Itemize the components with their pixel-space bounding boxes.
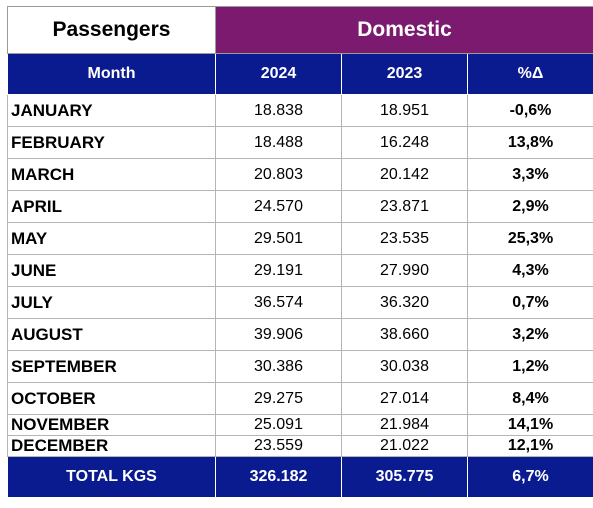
change-cell: 2,9% [467,190,593,223]
value-2023-cell: 27.990 [341,254,468,287]
column-header-2023: 2023 [341,53,468,95]
total-2024: 326.182 [215,456,342,498]
table-row: NOVEMBER 25.091 21.984 14,1% [7,414,593,436]
month-cell: SEPTEMBER [7,350,216,383]
change-cell: 13,8% [467,126,593,159]
value-2024-cell: 39.906 [215,318,342,351]
value-2023-cell: 30.038 [341,350,468,383]
passengers-table: Passengers Domestic Month 2024 2023 %Δ J… [7,6,593,498]
table-row: MARCH 20.803 20.142 3,3% [7,158,593,191]
month-cell: FEBRUARY [7,126,216,159]
month-cell: MARCH [7,158,216,191]
total-row: TOTAL KGS 326.182 305.775 6,7% [7,456,593,498]
total-2023: 305.775 [341,456,468,498]
total-label: TOTAL KGS [7,456,216,498]
value-2024-cell: 18.838 [215,94,342,127]
change-cell: 8,4% [467,382,593,415]
value-2024-cell: 29.275 [215,382,342,415]
month-cell: NOVEMBER [7,414,216,436]
table-row: JANUARY 18.838 18.951 -0,6% [7,94,593,127]
change-cell: 1,2% [467,350,593,383]
column-header-month: Month [7,53,216,95]
passengers-table-container: Passengers Domestic Month 2024 2023 %Δ J… [7,6,593,498]
month-cell: DECEMBER [7,435,216,457]
column-header-change: %Δ [467,53,593,95]
value-2024-cell: 18.488 [215,126,342,159]
change-cell: 25,3% [467,222,593,255]
table-row: AUGUST 39.906 38.660 3,2% [7,318,593,351]
table-body: JANUARY 18.838 18.951 -0,6% FEBRUARY 18.488 1… [7,94,593,457]
table-row: JULY 36.574 36.320 0,7% [7,286,593,319]
table-category: Domestic [215,6,593,54]
month-cell: JANUARY [7,94,216,127]
value-2024-cell: 23.559 [215,435,342,457]
month-cell: OCTOBER [7,382,216,415]
table-row: SEPTEMBER 30.386 30.038 1,2% [7,350,593,383]
value-2023-cell: 38.660 [341,318,468,351]
value-2024-cell: 24.570 [215,190,342,223]
table-row: MAY 29.501 23.535 25,3% [7,222,593,255]
change-cell: -0,6% [467,94,593,127]
change-cell: 3,3% [467,158,593,191]
column-header-row: Month 2024 2023 %Δ [7,53,593,95]
month-cell: JULY [7,286,216,319]
month-cell: APRIL [7,190,216,223]
change-cell: 3,2% [467,318,593,351]
change-cell: 12,1% [467,435,593,457]
table-row: JUNE 29.191 27.990 4,3% [7,254,593,287]
table-row: DECEMBER 23.559 21.022 12,1% [7,435,593,457]
table-row: OCTOBER 29.275 27.014 8,4% [7,382,593,415]
value-2023-cell: 16.248 [341,126,468,159]
value-2023-cell: 36.320 [341,286,468,319]
month-cell: MAY [7,222,216,255]
table-row: FEBRUARY 18.488 16.248 13,8% [7,126,593,159]
title-row: Passengers Domestic [7,6,593,54]
change-cell: 14,1% [467,414,593,436]
value-2023-cell: 21.984 [341,414,468,436]
value-2023-cell: 27.014 [341,382,468,415]
total-change: 6,7% [467,456,593,498]
value-2024-cell: 29.191 [215,254,342,287]
value-2023-cell: 18.951 [341,94,468,127]
value-2024-cell: 36.574 [215,286,342,319]
column-header-2024: 2024 [215,53,342,95]
value-2023-cell: 20.142 [341,158,468,191]
value-2023-cell: 23.535 [341,222,468,255]
change-cell: 0,7% [467,286,593,319]
month-cell: JUNE [7,254,216,287]
value-2024-cell: 20.803 [215,158,342,191]
value-2023-cell: 23.871 [341,190,468,223]
table-title: Passengers [7,6,216,54]
month-cell: AUGUST [7,318,216,351]
value-2024-cell: 29.501 [215,222,342,255]
value-2024-cell: 25.091 [215,414,342,436]
value-2024-cell: 30.386 [215,350,342,383]
table-row: APRIL 24.570 23.871 2,9% [7,190,593,223]
value-2023-cell: 21.022 [341,435,468,457]
change-cell: 4,3% [467,254,593,287]
